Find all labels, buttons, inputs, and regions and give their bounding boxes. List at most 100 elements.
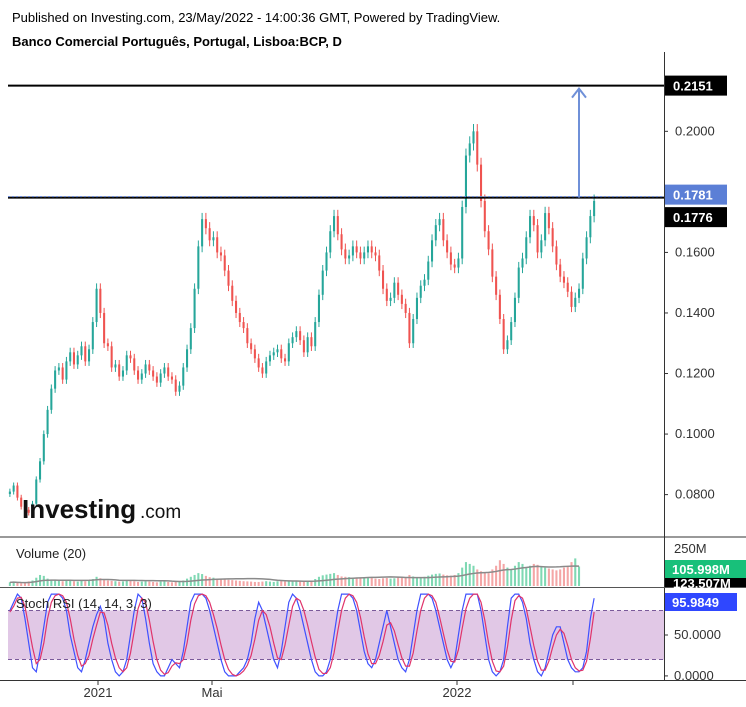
- candle-body: [110, 346, 113, 368]
- volume-bar: [510, 569, 513, 586]
- volume-bar: [453, 574, 456, 586]
- volume-label: Volume (20): [16, 546, 86, 561]
- volume-bar: [540, 566, 543, 586]
- candle-body: [540, 240, 543, 253]
- volume-bar: [498, 560, 501, 586]
- rsi-tick-label: 50.0000: [674, 627, 721, 642]
- volume-bar: [374, 578, 377, 586]
- volume-bar: [476, 569, 479, 586]
- axes: 0.20000.18000.16000.14000.12000.10000.08…: [84, 75, 746, 700]
- volume-bar: [242, 581, 245, 586]
- candle-body: [61, 367, 64, 380]
- volume-bar: [295, 580, 298, 586]
- volume-bar: [257, 581, 260, 586]
- candle-body: [483, 200, 486, 232]
- candle-body: [513, 297, 516, 323]
- volume-bar: [397, 577, 400, 586]
- candle-body: [95, 288, 98, 323]
- volume-bar: [155, 582, 158, 586]
- candle-body: [389, 297, 392, 301]
- candle-body: [449, 252, 452, 265]
- candle-body: [257, 358, 260, 368]
- candle-body: [585, 237, 588, 259]
- resistance-tag-bg: [665, 75, 727, 96]
- candle-body: [412, 319, 415, 344]
- volume-bar: [204, 575, 207, 586]
- candle-body: [547, 213, 550, 229]
- candle-body: [578, 288, 581, 298]
- candle-body: [125, 355, 128, 371]
- volume-hidden-tag: 123.507M: [673, 576, 731, 591]
- candle-body: [355, 246, 358, 253]
- candle-body: [491, 249, 494, 277]
- volume-bar: [61, 581, 64, 586]
- volume-bar: [72, 581, 75, 586]
- candle-body: [348, 255, 351, 259]
- volume-bar: [265, 581, 268, 586]
- volume-bar: [431, 574, 434, 586]
- volume-bar: [438, 573, 441, 586]
- candle-body: [566, 282, 569, 292]
- candle-body: [272, 352, 275, 356]
- candle-body: [159, 373, 162, 383]
- candle-body: [393, 282, 396, 298]
- candle-body: [201, 219, 204, 247]
- candle-body: [333, 216, 336, 232]
- volume-bar: [491, 569, 494, 586]
- volume-last-tag-bg: [665, 560, 746, 578]
- volume-bar: [88, 580, 91, 586]
- candle-body: [442, 219, 445, 241]
- volume-bar: [118, 581, 121, 586]
- volume-bar: [566, 565, 569, 586]
- candle-body: [336, 216, 339, 235]
- candle-body: [427, 261, 430, 280]
- volume-bar: [574, 558, 577, 586]
- candle-body: [223, 255, 226, 271]
- volume-bar: [84, 581, 87, 586]
- candle-body: [385, 288, 388, 301]
- volume-bar: [110, 580, 113, 586]
- volume-bar: [144, 581, 147, 586]
- rsi-line-d: [9, 593, 595, 677]
- volume-bar: [555, 570, 558, 586]
- chart-frame: [0, 52, 746, 681]
- candle-body: [39, 461, 42, 480]
- volume-bar: [129, 580, 132, 586]
- candle-body: [50, 388, 53, 410]
- candle-body: [76, 355, 79, 365]
- candle-body: [382, 270, 385, 289]
- volume-bar: [57, 580, 60, 586]
- candle-body: [570, 291, 573, 307]
- volume-bar: [121, 581, 124, 586]
- volume-bar: [268, 581, 271, 586]
- candle-body: [299, 331, 302, 341]
- candle-body: [306, 337, 309, 353]
- candle-body: [189, 328, 192, 350]
- candle-body: [88, 349, 91, 362]
- candle-body: [287, 343, 290, 362]
- candle-body: [544, 213, 547, 241]
- price-panel: [8, 84, 664, 516]
- candle-body: [325, 252, 328, 271]
- volume-bar: [174, 581, 177, 586]
- volume-bar: [472, 565, 475, 586]
- volume-bar: [521, 563, 524, 586]
- volume-bar: [50, 579, 53, 586]
- support-tag-bg: [665, 184, 727, 205]
- volume-bar: [480, 571, 483, 586]
- candle-body: [464, 155, 467, 208]
- volume-bar: [351, 577, 354, 586]
- candle-body: [31, 503, 34, 513]
- candle-body: [219, 252, 222, 256]
- candle-body: [99, 288, 102, 313]
- publish-note: Published on Investing.com, 23/May/2022 …: [12, 10, 501, 25]
- candle-body: [314, 322, 317, 347]
- volume-bar: [551, 569, 554, 586]
- volume-bar: [449, 575, 452, 586]
- volume-bar: [20, 583, 23, 586]
- stoch-rsi-panel: [8, 592, 664, 677]
- candle-body: [551, 228, 554, 247]
- volume-bar: [159, 581, 162, 586]
- volume-bar: [415, 577, 418, 586]
- volume-bar: [513, 565, 516, 586]
